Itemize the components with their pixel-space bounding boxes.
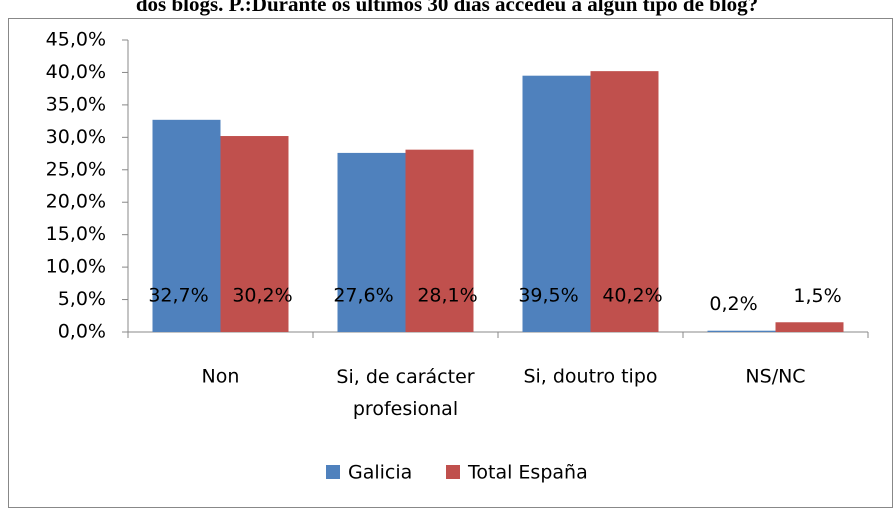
bar [590, 71, 659, 332]
x-tick-label: NS/NC [745, 366, 805, 388]
x-tick-label: Si, doutro tipo [523, 366, 657, 388]
y-tick-label: 25,0% [46, 158, 106, 180]
data-label: 40,2% [602, 285, 662, 307]
bar [775, 322, 844, 332]
data-label: 39,5% [518, 285, 578, 307]
x-tick-label: Non [202, 366, 240, 388]
chart-title: dos blogs. P.:Durante os últimos 30 días… [136, 0, 758, 16]
x-tick-label-line: profesional [353, 398, 458, 420]
y-tick-label: 0,0% [58, 321, 106, 343]
y-tick-label: 10,0% [46, 256, 106, 278]
x-tick-label: Si, de carácter profesional [336, 366, 474, 420]
bar [220, 136, 289, 332]
data-label: 32,7% [148, 285, 208, 307]
data-label: 30,2% [232, 285, 292, 307]
data-label: 27,6% [333, 285, 393, 307]
y-tick-label: 40,0% [46, 61, 106, 83]
y-tick-label: 15,0% [46, 223, 106, 245]
bar [337, 152, 406, 332]
data-label: 0,2% [709, 293, 757, 315]
y-tick-label: 35,0% [46, 93, 106, 115]
y-tick-label: 20,0% [46, 191, 106, 213]
bar [405, 149, 474, 332]
data-label: 1,5% [793, 285, 841, 307]
bar [152, 119, 221, 333]
legend-swatch [446, 465, 460, 479]
title-band [0, 0, 894, 17]
legend-swatch [326, 465, 340, 479]
x-tick-label-line: Si, de carácter [336, 366, 474, 388]
data-label: 28,1% [417, 285, 477, 307]
y-tick-label: 30,0% [46, 126, 106, 148]
bar [522, 75, 591, 332]
legend-label: Total España [467, 462, 588, 484]
y-tick-label: 5,0% [58, 288, 106, 310]
bar [707, 330, 776, 332]
legend-label: Galicia [348, 462, 412, 484]
y-tick-label: 45,0% [46, 29, 106, 51]
